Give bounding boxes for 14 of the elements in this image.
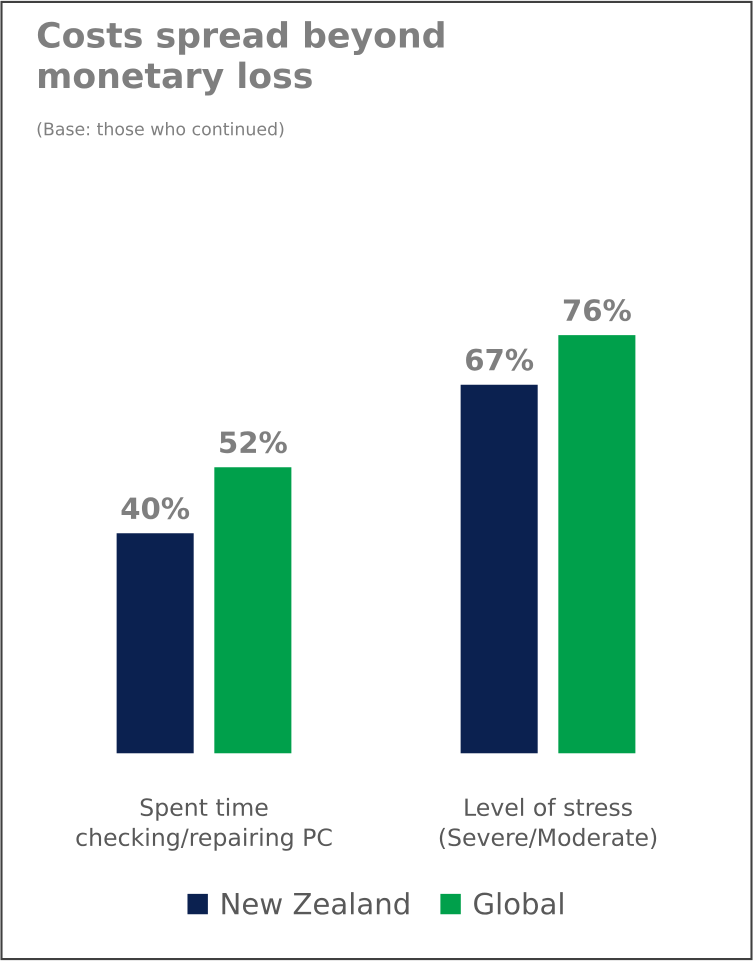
data-label: 40% <box>122 497 190 520</box>
chart-subtitle: (Base: those who continued) <box>38 122 284 138</box>
bar <box>116 533 194 754</box>
chart-title: Costs spread beyond monetary loss <box>38 21 444 96</box>
data-label: 76% <box>564 299 631 322</box>
x-tick-label: Level of stress (Severe/Moderate) <box>440 798 656 849</box>
data-label: 52% <box>220 431 287 454</box>
bar <box>558 335 636 754</box>
bar <box>214 467 292 754</box>
bar <box>460 384 538 754</box>
x-tick-label: Spent time checking/repairing PC <box>76 798 332 851</box>
data-label: 67% <box>466 348 534 371</box>
legend-label: Global <box>474 892 563 915</box>
legend-label: New Zealand <box>222 892 409 915</box>
